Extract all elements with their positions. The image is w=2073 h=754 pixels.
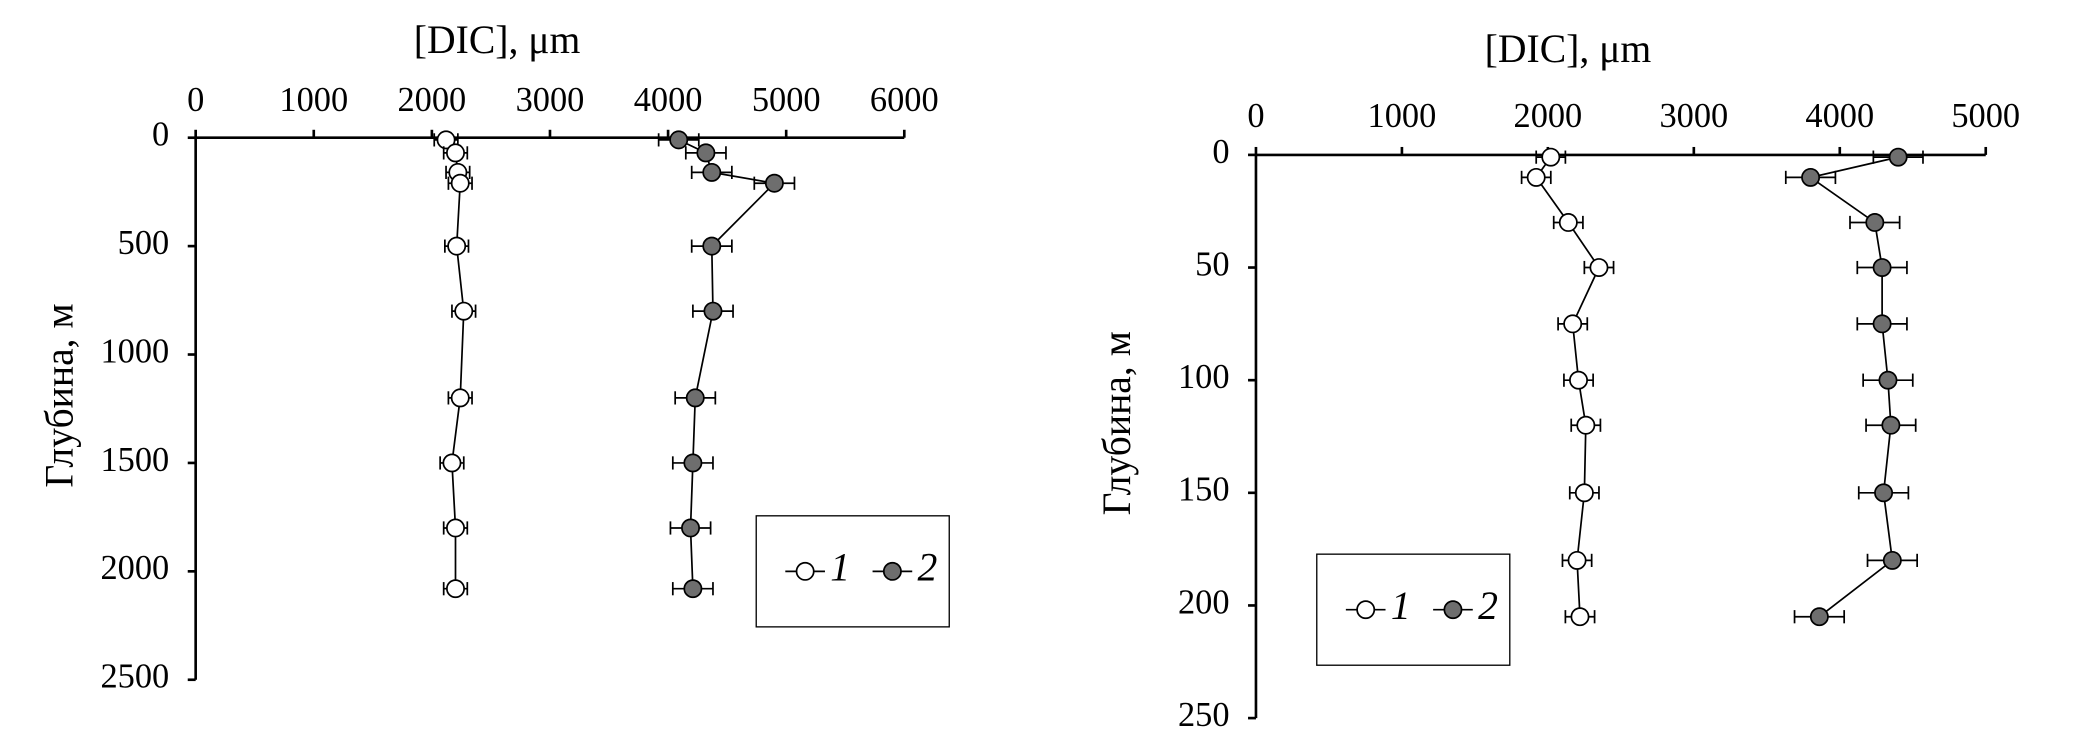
data-point xyxy=(446,143,465,163)
data-point xyxy=(450,388,470,408)
data-point xyxy=(1874,483,1894,503)
data-point xyxy=(669,130,689,150)
series-line xyxy=(1808,156,1899,618)
data-point xyxy=(1882,550,1902,570)
data-point xyxy=(1865,213,1885,232)
y-tick-label: 2500 xyxy=(101,658,170,696)
data-point xyxy=(454,301,474,321)
y-tick-label: 500 xyxy=(118,224,170,262)
x-tick-label: 0 xyxy=(187,81,204,119)
y-axis-title: Глубина, м xyxy=(1095,331,1139,515)
x-tick-label: 6000 xyxy=(870,81,939,119)
data-point xyxy=(1576,415,1596,435)
data-point xyxy=(683,453,703,473)
legend-label: 2 xyxy=(918,545,938,589)
data-point xyxy=(1589,258,1609,277)
data-point xyxy=(764,173,784,193)
x-tick-label: 2000 xyxy=(1514,97,1583,135)
data-point xyxy=(442,453,462,473)
x-tick-label: 1000 xyxy=(279,81,348,119)
series-line xyxy=(1535,156,1600,617)
data-point xyxy=(1878,370,1898,390)
x-tick-label: 0 xyxy=(1247,97,1264,135)
data-point xyxy=(681,518,700,538)
data-point xyxy=(447,236,467,256)
axis-title: [DIC], μm xyxy=(414,18,581,62)
y-tick-label: 1000 xyxy=(101,332,170,370)
legend-marker xyxy=(1443,600,1463,620)
series-line xyxy=(678,139,777,589)
data-point xyxy=(703,301,723,321)
data-point xyxy=(1526,167,1546,187)
x-tick-label: 2000 xyxy=(398,81,467,119)
data-point xyxy=(1569,370,1588,390)
data-point xyxy=(1888,147,1908,167)
y-tick-label: 50 xyxy=(1195,245,1229,283)
y-tick-label: 0 xyxy=(152,116,169,154)
x-tick-label: 1000 xyxy=(1368,97,1437,135)
data-point xyxy=(1801,167,1821,187)
x-tick-label: 4000 xyxy=(634,81,703,119)
data-point xyxy=(1809,607,1829,627)
data-point xyxy=(1541,147,1561,167)
data-point xyxy=(1872,314,1892,334)
y-tick-label: 1500 xyxy=(101,441,170,479)
data-point xyxy=(1563,314,1583,334)
data-point xyxy=(1567,550,1587,570)
data-point xyxy=(683,579,703,599)
x-tick-label: 3000 xyxy=(516,81,585,119)
data-point xyxy=(702,162,722,182)
x-tick-label: 5000 xyxy=(752,81,821,119)
legend-marker xyxy=(1356,600,1376,620)
data-point xyxy=(1574,483,1594,503)
axis-title: [DIC], μm xyxy=(1485,27,1652,71)
legend-marker xyxy=(795,561,815,581)
x-tick-label: 5000 xyxy=(1951,97,2020,135)
data-point xyxy=(1558,213,1578,232)
y-tick-label: 0 xyxy=(1212,133,1229,171)
data-point xyxy=(446,518,465,538)
y-tick-label: 250 xyxy=(1178,696,1230,734)
y-tick-label: 100 xyxy=(1178,358,1230,396)
legend-label: 2 xyxy=(1478,584,1498,628)
x-tick-label: 4000 xyxy=(1805,97,1874,135)
data-point xyxy=(446,579,465,599)
data-point xyxy=(1570,607,1590,627)
y-tick-label: 150 xyxy=(1178,471,1230,509)
data-point xyxy=(1872,258,1892,277)
y-axis-title: Глубина, м xyxy=(38,303,82,487)
y-tick-label: 200 xyxy=(1178,583,1230,621)
legend-label: 1 xyxy=(830,545,850,589)
data-point xyxy=(685,388,705,408)
series-line xyxy=(445,139,465,589)
y-tick-label: 2000 xyxy=(101,549,170,587)
data-point xyxy=(436,130,456,150)
legend-label: 1 xyxy=(1391,584,1411,628)
data-point xyxy=(702,236,722,256)
legend-marker xyxy=(882,561,902,581)
data-point xyxy=(696,143,716,163)
data-point xyxy=(450,173,470,193)
x-tick-label: 3000 xyxy=(1659,97,1728,135)
data-point xyxy=(1881,415,1901,435)
